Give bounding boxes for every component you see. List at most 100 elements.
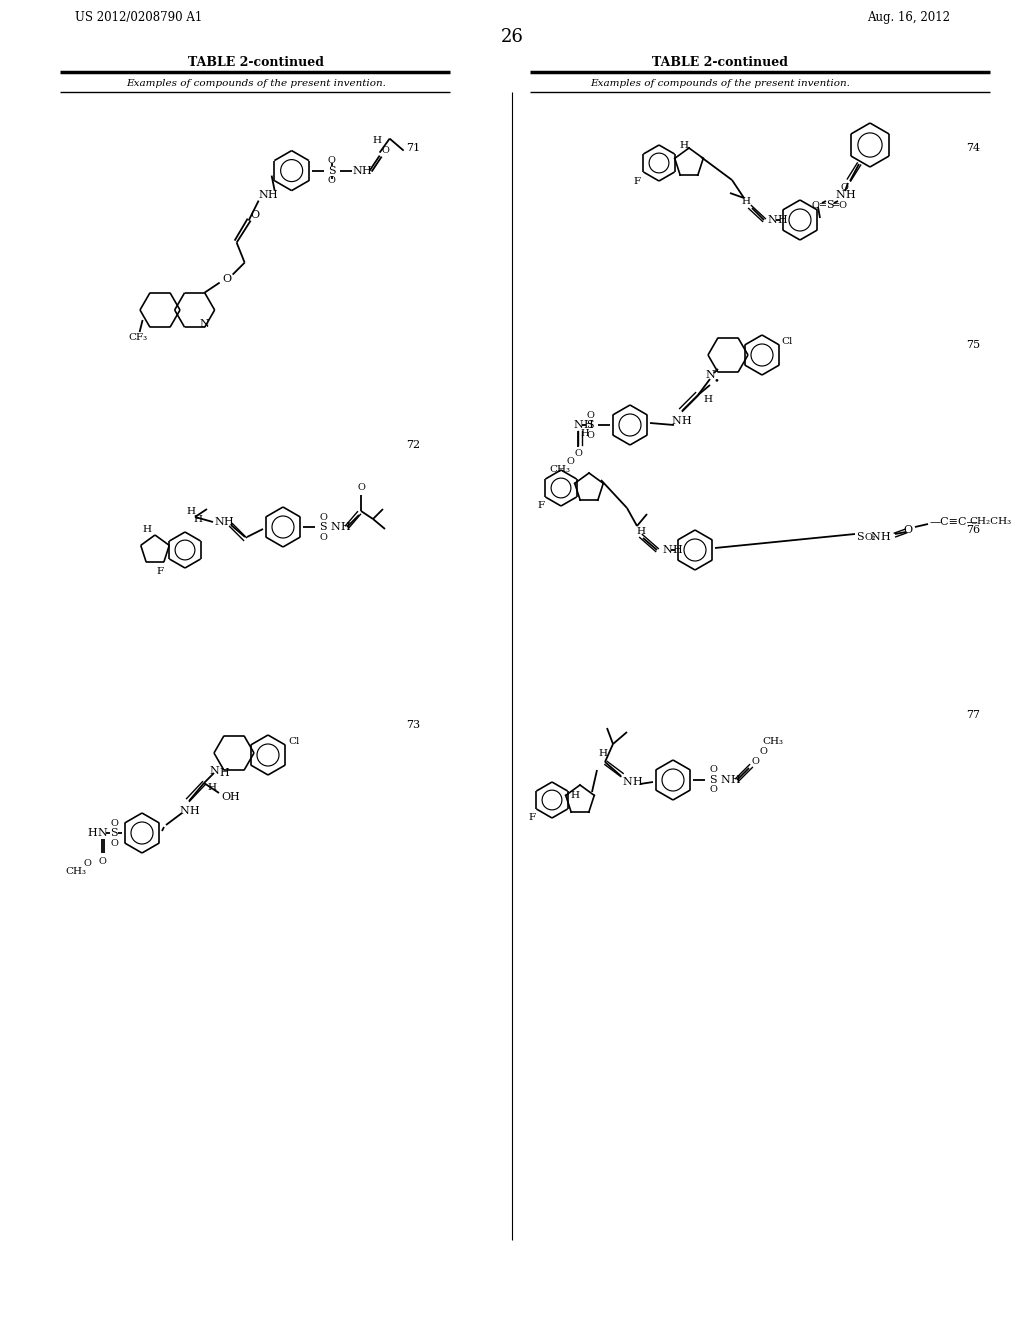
Text: H: H	[194, 515, 203, 524]
Text: S: S	[319, 521, 327, 532]
Text: O: O	[319, 512, 327, 521]
Text: O: O	[222, 273, 231, 284]
Text: O: O	[840, 182, 848, 191]
Text: O: O	[574, 449, 582, 458]
Text: CF₃: CF₃	[128, 334, 147, 342]
Text: H: H	[730, 775, 740, 785]
Text: O: O	[110, 818, 118, 828]
Text: 76: 76	[966, 525, 980, 535]
Text: N: N	[836, 190, 845, 201]
Text: F: F	[528, 813, 536, 822]
Text: N: N	[623, 777, 632, 787]
Text: 72: 72	[406, 440, 420, 450]
Text: O₂: O₂	[864, 532, 876, 541]
Text: H: H	[189, 807, 199, 816]
Text: H: H	[219, 768, 229, 777]
Text: O: O	[903, 525, 912, 535]
Text: H: H	[142, 525, 152, 535]
Text: O: O	[566, 457, 573, 466]
Text: F: F	[157, 568, 164, 577]
Text: F: F	[634, 177, 641, 186]
Text: O: O	[328, 156, 336, 165]
Text: O: O	[709, 785, 717, 795]
Text: CH₂CH₃: CH₂CH₃	[969, 517, 1011, 527]
Text: Cl: Cl	[781, 338, 793, 346]
Text: =O: =O	[831, 201, 848, 210]
Text: N: N	[573, 420, 583, 430]
Text: H: H	[186, 507, 196, 516]
Text: N: N	[870, 532, 880, 543]
Text: O: O	[586, 411, 594, 420]
Text: N: N	[663, 545, 672, 554]
Text: H: H	[637, 527, 645, 536]
Text: H: H	[372, 136, 381, 145]
Text: H: H	[223, 517, 232, 527]
Text: N: N	[209, 766, 219, 776]
Text: O: O	[709, 766, 717, 775]
Text: O: O	[98, 857, 105, 866]
Text: Examples of compounds of the present invention.: Examples of compounds of the present inv…	[126, 78, 386, 87]
Text: N: N	[706, 370, 715, 380]
Text: S: S	[826, 201, 834, 210]
Text: H: H	[570, 791, 580, 800]
Text: N: N	[330, 521, 340, 532]
Text: H: H	[681, 416, 691, 426]
Text: S: S	[856, 532, 864, 543]
Text: O: O	[382, 147, 389, 154]
Text: O: O	[250, 210, 259, 219]
Text: H: H	[229, 792, 239, 803]
Text: H: H	[845, 190, 855, 201]
Text: H: H	[777, 215, 786, 224]
Text: N: N	[259, 190, 268, 199]
Text: N: N	[200, 319, 210, 330]
Text: 77: 77	[966, 710, 980, 719]
Text: Aug. 16, 2012: Aug. 16, 2012	[867, 12, 950, 25]
Text: F: F	[538, 502, 545, 511]
Text: H: H	[598, 750, 607, 759]
Text: CH₃: CH₃	[550, 465, 570, 474]
Text: US 2012/0208790 A1: US 2012/0208790 A1	[75, 12, 203, 25]
Text: 75: 75	[966, 341, 980, 350]
Text: H: H	[208, 783, 216, 792]
Text: O: O	[221, 792, 230, 803]
Text: N: N	[720, 775, 730, 785]
Text: TABLE 2-continued: TABLE 2-continued	[188, 55, 324, 69]
Text: H: H	[703, 396, 713, 404]
Text: O: O	[357, 483, 365, 491]
Text: H: H	[880, 532, 890, 543]
Text: 74: 74	[966, 143, 980, 153]
Text: H: H	[361, 165, 372, 176]
Text: N: N	[214, 517, 224, 527]
Text: O: O	[319, 532, 327, 541]
Text: Cl: Cl	[289, 737, 300, 746]
Text: H: H	[581, 429, 590, 437]
Text: H: H	[672, 545, 682, 554]
Text: S: S	[586, 420, 594, 430]
Text: Examples of compounds of the present invention.: Examples of compounds of the present inv…	[590, 78, 850, 87]
Text: N: N	[179, 807, 188, 816]
Text: TABLE 2-continued: TABLE 2-continued	[652, 55, 788, 69]
Text: H: H	[741, 198, 751, 206]
Text: S: S	[710, 775, 717, 785]
Text: N: N	[97, 828, 106, 838]
Text: S: S	[328, 165, 336, 176]
Text: H: H	[340, 521, 350, 532]
Text: H: H	[267, 190, 278, 199]
Text: O: O	[83, 858, 91, 867]
Text: O=: O=	[812, 201, 828, 210]
Text: CH₃: CH₃	[763, 738, 783, 747]
Text: N: N	[767, 215, 777, 224]
Text: H: H	[87, 828, 97, 838]
Text: O: O	[751, 758, 759, 767]
Text: N: N	[352, 165, 362, 176]
Text: 26: 26	[501, 28, 523, 46]
Text: O: O	[586, 430, 594, 440]
Text: 73: 73	[406, 719, 420, 730]
Text: O: O	[110, 838, 118, 847]
Text: CH₃: CH₃	[66, 866, 86, 875]
Text: O: O	[328, 176, 336, 185]
Text: S: S	[111, 828, 118, 838]
Text: H: H	[680, 141, 688, 150]
Text: 71: 71	[406, 143, 420, 153]
Text: O: O	[759, 747, 767, 756]
